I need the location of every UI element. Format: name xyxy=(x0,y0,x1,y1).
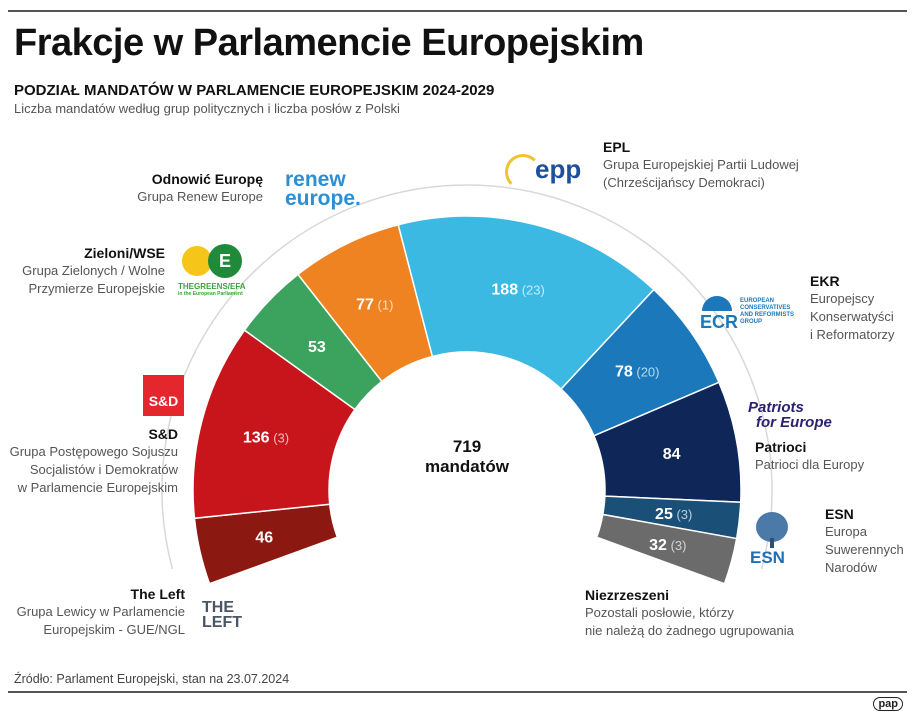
value-label-greens: 53 xyxy=(308,339,326,356)
sd-logo: S&D xyxy=(143,375,184,416)
seat-count: 46 xyxy=(255,530,273,547)
source-note: Źródło: Parlament Europejski, stan na 23… xyxy=(14,672,290,686)
value-label-esn: 25 (3) xyxy=(655,506,692,523)
value-label-ni: 32 (3) xyxy=(649,537,686,554)
label-greens: Zieloni/WSE Grupa Zielonych / Wolne Przymi… xyxy=(22,245,165,296)
tree-icon xyxy=(756,512,788,542)
chart-description: Liczba mandatów według grup politycznych… xyxy=(14,101,400,116)
page-title: Frakcje w Parlamencie Europejskim xyxy=(14,22,644,64)
seat-count: 77 xyxy=(356,297,374,314)
polish-count: (3) xyxy=(673,507,693,522)
seat-count: 84 xyxy=(663,446,681,463)
polish-count: (3) xyxy=(667,538,687,553)
esn-logo: ESN xyxy=(750,512,810,568)
label-left: The Left Grupa Lewicy w Parlamencie Europe… xyxy=(16,586,185,637)
label-ecr: EKR Europejscy Konserwatyści i Reformatorzy xyxy=(810,273,895,342)
label-ni: Niezrzeszeni Pozostali posłowie, którzy ni… xyxy=(585,587,794,638)
label-esn: ESN Europa Suwerennych Narodów xyxy=(825,506,904,575)
value-label-ecr: 78 (20) xyxy=(615,363,660,380)
seat-count: 32 xyxy=(649,537,667,554)
value-label-renew: 77 (1) xyxy=(356,297,393,314)
value-label-sd: 136 (3) xyxy=(243,430,289,447)
chart-subtitle: PODZIAŁ MANDATÓW W PARLAMENCIE EUROPEJSK… xyxy=(14,82,495,99)
center-unit: mandatów xyxy=(425,457,510,476)
label-sd: S&D Grupa Postępowego Sojuszu Socjalistów … xyxy=(9,426,178,495)
pap-logo: pap xyxy=(873,697,903,711)
eu-stars-icon: E xyxy=(208,244,242,278)
label-pfe: Patrioci Patrioci dla Europy xyxy=(755,439,865,472)
left-logo: THE LEFT xyxy=(202,599,242,631)
pfe-logo: Patriots for Europe xyxy=(748,399,832,431)
center-total: 719 xyxy=(453,437,481,456)
heart-icon xyxy=(505,154,541,190)
top-rule xyxy=(8,10,907,12)
label-epp: EPL Grupa Europejskiej Partii Ludowej (Chr… xyxy=(603,139,799,190)
label-renew: Odnowić Europę Grupa Renew Europe xyxy=(137,171,263,204)
polish-count: (1) xyxy=(374,298,394,313)
polish-count: (20) xyxy=(633,364,660,379)
polish-count: (23) xyxy=(518,282,545,297)
renew-logo: renew europe. xyxy=(285,168,361,210)
segment-epp xyxy=(397,215,655,391)
seat-count: 78 xyxy=(615,363,633,380)
value-label-pfe: 84 xyxy=(663,446,681,463)
bottom-rule xyxy=(8,691,907,693)
value-label-epp: 188 (23) xyxy=(491,281,544,298)
seat-count: 188 xyxy=(491,281,518,298)
seat-count: 136 xyxy=(243,430,270,447)
polish-count: (3) xyxy=(270,431,290,446)
seat-count: 53 xyxy=(308,339,326,356)
segment-ni xyxy=(595,513,738,585)
seat-count: 25 xyxy=(655,506,673,523)
epp-logo: epp xyxy=(505,152,585,192)
sunflower-icon xyxy=(182,246,212,276)
lion-icon xyxy=(702,296,732,311)
value-label-left: 46 xyxy=(255,530,273,547)
